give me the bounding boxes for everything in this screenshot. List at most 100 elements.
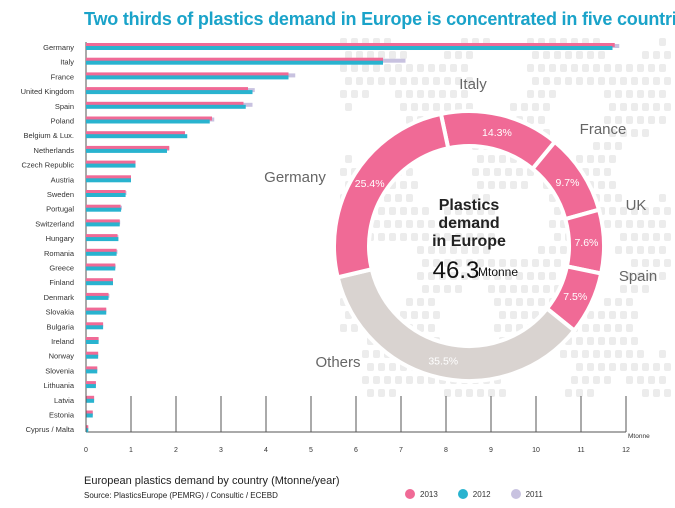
map-dot [417,90,424,98]
slice-name-label: France [580,121,627,138]
category-label: Italy [60,58,74,67]
map-dot [587,389,594,397]
category-label: Belgium & Lux. [24,131,74,140]
map-dot [609,207,616,215]
bar-2013 [86,131,185,136]
bar-2013 [86,145,170,150]
map-dot [395,376,402,384]
map-dot [543,285,550,293]
category-label: Bulgaria [46,322,74,331]
map-dot [466,207,473,215]
map-dot [455,103,462,111]
map-dot [593,350,600,358]
x-tick-label: 10 [532,447,540,454]
map-dot [406,64,413,72]
map-dot [626,324,633,332]
map-dot [659,272,666,280]
map-dot [400,77,407,85]
map-dot [593,142,600,150]
bar-2012 [86,237,119,242]
map-dot [356,77,363,85]
slice-name-label: Germany [264,169,326,186]
map-dot [532,103,539,111]
map-dot [604,376,611,384]
legend-label: 2012 [472,489,491,499]
map-dot [417,246,424,254]
slice-percent-label: 35.5% [428,356,458,368]
slice-percent-label: 7.6% [574,237,598,249]
map-dot [637,90,644,98]
map-dot [521,103,528,111]
map-dot [505,298,512,306]
map-dot [549,272,556,280]
map-dot [543,103,550,111]
category-label: Lithuania [44,381,75,390]
map-dot [642,285,649,293]
map-dot [389,389,396,397]
donut-center-title: Plastics [439,197,500,214]
map-dot [472,246,479,254]
map-dot [560,64,567,72]
map-dot [604,324,611,332]
map-dot [538,116,545,124]
map-dot [653,207,660,215]
map-dot [378,77,385,85]
map-dot [450,246,457,254]
map-dot [477,233,484,241]
bar-2012 [86,75,289,80]
map-dot [609,129,616,137]
map-dot [527,90,534,98]
map-dot [400,207,407,215]
map-dot [648,116,655,124]
map-dot [406,194,413,202]
bar-2012 [86,266,116,271]
map-dot [631,285,638,293]
map-dot [582,350,589,358]
legend-label: 2011 [525,489,543,499]
map-dot [587,337,594,345]
bar-2013 [86,190,126,194]
map-dot [483,220,490,228]
map-dot [340,168,347,176]
map-dot [576,77,583,85]
map-dot [648,246,655,254]
map-dot [455,51,462,59]
map-dot [648,220,655,228]
map-dot [367,77,374,85]
map-dot [516,168,523,176]
map-dot [422,233,429,241]
slice-name-label: Others [315,354,360,371]
map-dot [609,181,616,189]
map-dot [362,90,369,98]
bar-2012 [86,413,93,418]
map-dot [477,207,484,215]
map-dot [593,324,600,332]
map-dot [631,129,638,137]
bar-2012 [86,178,131,183]
map-dot [444,259,451,267]
map-dot [345,77,352,85]
bar-2012 [86,369,98,374]
map-dot [411,77,418,85]
legend-swatch [510,489,521,499]
chart-caption: European plastics demand by country (Mto… [84,475,340,487]
map-dot [653,259,660,267]
bar-2013 [86,381,96,386]
category-label: Finland [49,278,74,287]
bar-2013 [86,87,248,92]
map-dot [664,103,671,111]
map-dot [461,220,468,228]
map-dot [422,259,429,267]
map-dot [659,220,666,228]
map-dot [499,155,506,163]
map-dot [626,298,633,306]
map-dot [653,363,660,371]
map-dot [587,77,594,85]
map-dot [378,233,385,241]
map-dot [543,51,550,59]
map-dot [472,168,479,176]
map-dot [510,103,517,111]
map-dot [659,246,666,254]
map-dot [593,64,600,72]
map-dot [384,376,391,384]
